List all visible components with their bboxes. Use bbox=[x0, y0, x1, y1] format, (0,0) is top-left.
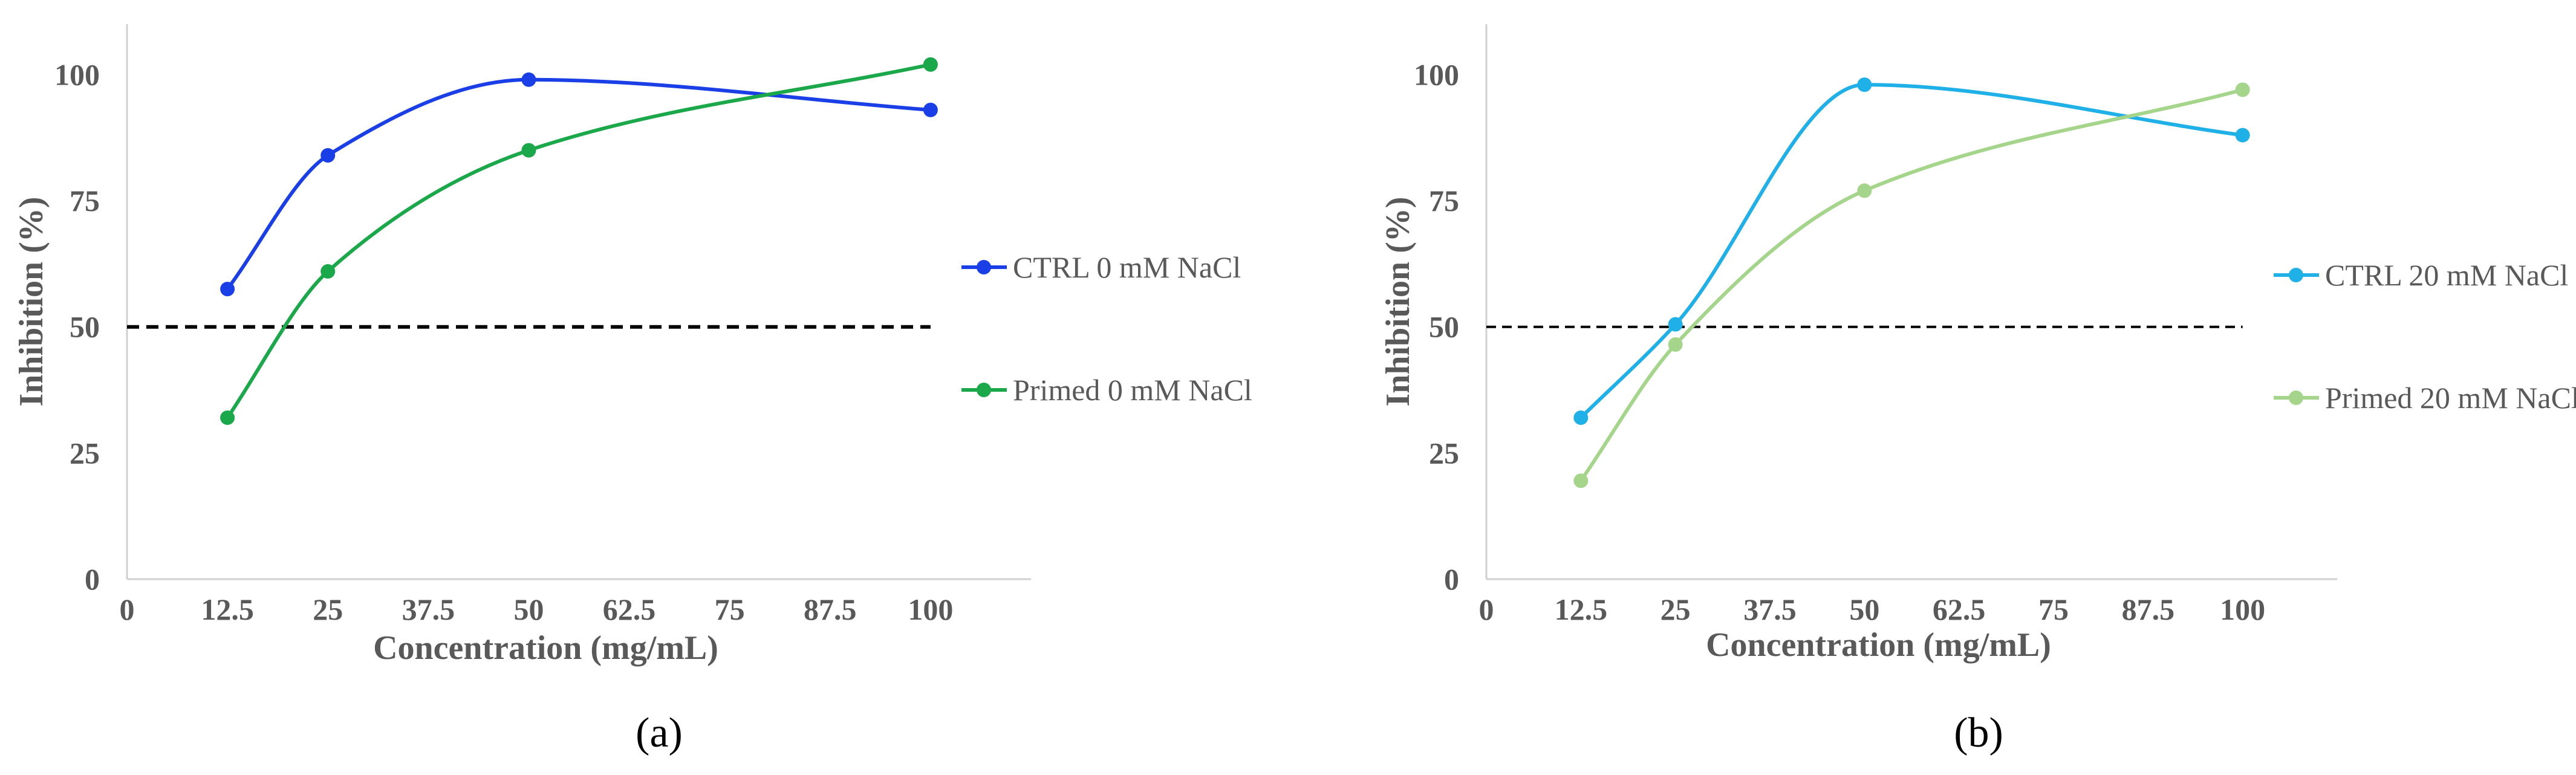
y-tick-label: 100 bbox=[1414, 57, 1459, 91]
data-point bbox=[320, 264, 336, 279]
x-tick-label: 62.5 bbox=[603, 592, 656, 626]
data-point bbox=[220, 282, 235, 297]
y-tick-label: 75 bbox=[1429, 184, 1459, 218]
x-tick-label: 0 bbox=[1479, 592, 1494, 626]
series-line bbox=[226, 77, 931, 290]
x-tick-label: 0 bbox=[120, 592, 135, 626]
y-tick-label: 0 bbox=[1444, 562, 1459, 596]
data-point bbox=[2235, 128, 2250, 143]
x-axis-title: Concentration (mg/mL) bbox=[1706, 626, 2051, 664]
x-tick-label: 100 bbox=[908, 592, 953, 626]
data-point bbox=[1668, 337, 1683, 352]
x-tick-label: 25 bbox=[313, 592, 343, 626]
x-tick-label: 62.5 bbox=[1933, 592, 1986, 626]
panel-label: (a) bbox=[636, 710, 683, 756]
y-tick-label: 25 bbox=[1429, 436, 1459, 470]
legend-label: CTRL 0 mM NaCl bbox=[1013, 250, 1241, 284]
y-axis-title: Inhibition (%) bbox=[1379, 197, 1417, 407]
data-point bbox=[1668, 317, 1683, 332]
legend-marker bbox=[977, 260, 991, 274]
y-tick-label: 75 bbox=[70, 184, 100, 218]
x-tick-label: 50 bbox=[513, 592, 544, 626]
x-axis-title: Concentration (mg/mL) bbox=[373, 629, 718, 667]
data-point bbox=[220, 410, 235, 425]
x-tick-label: 25 bbox=[1660, 592, 1691, 626]
x-tick-label: 75 bbox=[2038, 592, 2069, 626]
data-point bbox=[2235, 82, 2250, 97]
y-axis-title: Inhibition (%) bbox=[13, 197, 50, 407]
data-point bbox=[320, 148, 336, 163]
legend-label: CTRL 20 mM NaCl bbox=[2325, 258, 2568, 292]
x-tick-label: 75 bbox=[715, 592, 745, 626]
x-tick-label: 100 bbox=[2220, 592, 2265, 626]
data-point bbox=[521, 143, 536, 158]
series-line bbox=[1579, 83, 2243, 420]
x-tick-label: 12.5 bbox=[1555, 592, 1608, 626]
panel-label: (b) bbox=[1954, 710, 2003, 756]
chart-panel-b: 0 25 50 75 100 0 12.5 25 37.5 50 62.5 75 87.5 100 Conc… bbox=[1379, 24, 2576, 756]
data-point bbox=[1857, 77, 1872, 92]
legend-marker bbox=[977, 383, 991, 397]
data-point bbox=[1573, 473, 1589, 488]
legend-marker bbox=[2289, 391, 2303, 405]
data-point bbox=[1573, 410, 1589, 425]
y-tick-label: 50 bbox=[70, 310, 100, 344]
y-tick-label: 50 bbox=[1429, 310, 1459, 344]
data-point bbox=[1857, 183, 1872, 198]
data-point bbox=[521, 72, 536, 87]
y-tick-label: 25 bbox=[70, 436, 100, 470]
chart-panel-a: 0 25 50 75 100 0 12.5 25 37.5 50 62.5 75 87.5 100 Conc… bbox=[13, 24, 1252, 756]
legend-marker bbox=[2289, 268, 2303, 282]
y-tick-label: 0 bbox=[85, 562, 100, 596]
data-point bbox=[923, 57, 938, 72]
series-line bbox=[226, 62, 931, 419]
legend-label: Primed 0 mM NaCl bbox=[1013, 373, 1252, 407]
x-tick-label: 37.5 bbox=[1743, 592, 1797, 626]
x-tick-label: 87.5 bbox=[2122, 592, 2175, 626]
legend-label: Primed 20 mM NaCl bbox=[2325, 381, 2576, 415]
x-tick-label: 50 bbox=[1849, 592, 1879, 626]
data-point bbox=[923, 102, 938, 117]
x-tick-label: 12.5 bbox=[201, 592, 254, 626]
y-tick-label: 100 bbox=[54, 57, 100, 91]
series-line bbox=[1579, 88, 2243, 482]
x-tick-label: 37.5 bbox=[402, 592, 455, 626]
x-tick-label: 87.5 bbox=[804, 592, 857, 626]
